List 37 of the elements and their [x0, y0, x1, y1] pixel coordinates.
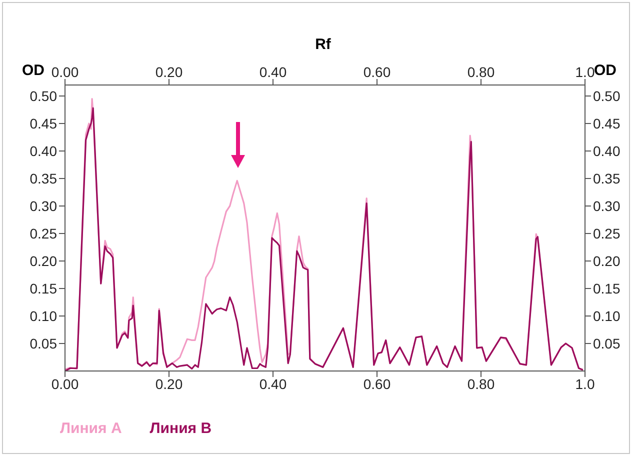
y-tick-label: 0.40 [30, 142, 58, 159]
x2-tick-label: 0.60 [363, 64, 391, 80]
y-tick-label: 0.50 [30, 88, 58, 104]
y2-tick-label: 0.10 [593, 308, 620, 324]
y-axis-title: OD [22, 62, 44, 79]
y2-tick-label: 0.25 [593, 225, 620, 242]
y2-tick-label: 0.35 [593, 170, 620, 186]
x2-tick-label: 0.20 [155, 64, 183, 80]
y2-tick-label: 0.05 [593, 335, 620, 352]
y2-tick-label: 0.20 [593, 252, 620, 269]
y-tick-label: 0.20 [30, 252, 58, 269]
y-tick-label: 0.10 [30, 308, 58, 324]
y-tick-label: 0.35 [30, 170, 58, 186]
x-tick-label: 0.40 [259, 376, 287, 392]
y-tick-label: 0.15 [30, 280, 58, 296]
y-tick-label: 0.45 [30, 115, 58, 132]
x2-tick-label: 0.80 [467, 64, 495, 80]
x2-axis-title: Rf [314, 36, 332, 53]
x-tick-label: 0.00 [51, 376, 79, 392]
text: Линия B [150, 420, 212, 437]
y-tick-label: 0.25 [30, 225, 58, 242]
y2-tick-label: 0.40 [593, 142, 620, 159]
y2-tick-label: 0.45 [593, 115, 620, 132]
x-tick-label: 0.80 [467, 376, 495, 392]
y2-axis-title: OD [594, 62, 616, 79]
text: Линия A [60, 420, 122, 437]
y2-tick-label: 0.50 [593, 88, 620, 104]
x-tick-label: 0.20 [155, 376, 183, 392]
x-tick-label: 0.60 [363, 376, 391, 392]
y2-tick-label: 0.30 [593, 198, 620, 214]
y-tick-label: 0.05 [30, 335, 58, 352]
x2-tick-label: 0.40 [259, 64, 287, 80]
x2-tick-label: 0.00 [51, 64, 79, 80]
x-tick-label: 1.0 [575, 376, 595, 392]
y2-tick-label: 0.15 [593, 280, 620, 296]
x2-tick-label: 1.0 [575, 64, 595, 80]
y-tick-label: 0.30 [30, 198, 58, 214]
